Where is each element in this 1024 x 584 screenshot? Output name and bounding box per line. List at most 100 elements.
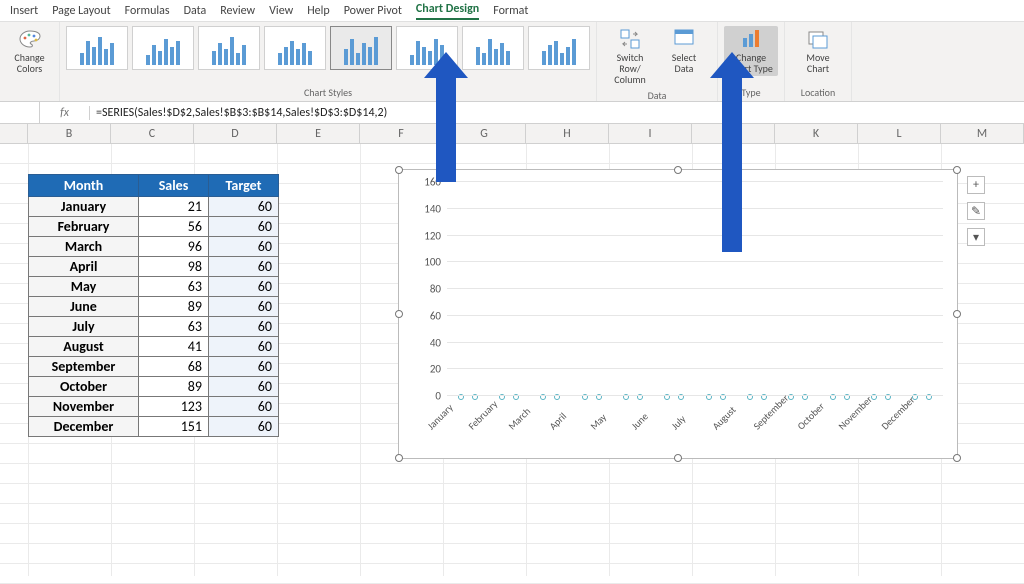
menu-tab-view[interactable]: View xyxy=(269,4,293,18)
target-cell[interactable]: 60 xyxy=(209,317,279,337)
menu-bar: Insert Page Layout Formulas Data Review View H… xyxy=(0,0,1024,22)
target-cell[interactable]: 60 xyxy=(209,237,279,257)
table-row: November12360 xyxy=(29,397,279,417)
select-data-icon xyxy=(673,28,695,50)
table-row: April9860 xyxy=(29,257,279,277)
chart-object[interactable]: 020406080100120140160 JanuaryFebruaryMar… xyxy=(398,169,958,459)
target-cell[interactable]: 60 xyxy=(209,217,279,237)
month-cell[interactable]: March xyxy=(29,237,139,257)
menu-tab-page-layout[interactable]: Page Layout xyxy=(52,4,110,18)
target-cell[interactable]: 60 xyxy=(209,377,279,397)
column-header[interactable]: G xyxy=(443,124,526,143)
month-cell[interactable]: June xyxy=(29,297,139,317)
month-cell[interactable]: September xyxy=(29,357,139,377)
chart-style-thumb[interactable] xyxy=(132,26,194,70)
column-header[interactable]: H xyxy=(526,124,609,143)
column-header[interactable]: J xyxy=(692,124,775,143)
target-cell[interactable]: 60 xyxy=(209,297,279,317)
table-row: September6860 xyxy=(29,357,279,377)
table-row: March9660 xyxy=(29,237,279,257)
type-group-label: Type xyxy=(741,86,760,99)
target-cell[interactable]: 60 xyxy=(209,337,279,357)
change-colors-button[interactable]: Change Colors xyxy=(3,26,57,76)
formula-input[interactable]: =SERIES(Sales!$D$2,Sales!$B$3:$B$14,Sale… xyxy=(90,106,1024,120)
location-group-label: Location xyxy=(801,86,835,99)
month-cell[interactable]: December xyxy=(29,417,139,437)
target-cell[interactable]: 60 xyxy=(209,277,279,297)
month-cell[interactable]: February xyxy=(29,217,139,237)
sales-cell[interactable]: 56 xyxy=(139,217,209,237)
formula-bar: fx =SERIES(Sales!$D$2,Sales!$B$3:$B$14,S… xyxy=(0,102,1024,124)
name-box[interactable] xyxy=(0,102,40,123)
menu-tab-chart-design[interactable]: Chart Design xyxy=(416,2,479,20)
month-cell[interactable]: August xyxy=(29,337,139,357)
chart-elements-button[interactable]: + xyxy=(967,176,985,194)
data-group-label: Data xyxy=(648,89,667,102)
target-cell[interactable]: 60 xyxy=(209,417,279,437)
sales-cell[interactable]: 151 xyxy=(139,417,209,437)
select-data-button[interactable]: Select Data xyxy=(657,26,711,87)
chart-y-axis: 020406080100120140160 xyxy=(413,182,443,396)
column-header[interactable]: F xyxy=(360,124,443,143)
chart-type-icon xyxy=(740,28,762,50)
move-chart-button[interactable]: Move Chart xyxy=(791,26,845,76)
chart-filters-button[interactable]: ▾ xyxy=(967,228,985,246)
menu-tab-help[interactable]: Help xyxy=(307,4,330,18)
table-row: August4160 xyxy=(29,337,279,357)
sales-cell[interactable]: 89 xyxy=(139,297,209,317)
table-header-cell: Sales xyxy=(139,175,209,197)
column-headers: BCDEFGHIJKLM xyxy=(0,124,1024,144)
target-cell[interactable]: 60 xyxy=(209,257,279,277)
sales-cell[interactable]: 123 xyxy=(139,397,209,417)
chart-style-thumb[interactable] xyxy=(396,26,458,70)
chart-style-thumb[interactable] xyxy=(462,26,524,70)
x-axis-label: December xyxy=(878,393,945,460)
month-cell[interactable]: October xyxy=(29,377,139,397)
sales-cell[interactable]: 96 xyxy=(139,237,209,257)
column-header[interactable]: K xyxy=(775,124,858,143)
target-cell[interactable]: 60 xyxy=(209,357,279,377)
menu-tab-format[interactable]: Format xyxy=(493,4,528,18)
chart-styles-gallery[interactable] xyxy=(66,26,590,70)
sales-cell[interactable]: 63 xyxy=(139,317,209,337)
column-header[interactable]: I xyxy=(609,124,692,143)
chart-x-axis: JanuaryFebruaryMarchAprilMayJuneJulyAugu… xyxy=(447,400,943,452)
menu-tab-power-pivot[interactable]: Power Pivot xyxy=(344,4,402,18)
month-cell[interactable]: January xyxy=(29,197,139,217)
table-row: June8960 xyxy=(29,297,279,317)
chart-style-thumb[interactable] xyxy=(66,26,128,70)
chart-plot-area xyxy=(447,182,943,396)
column-header[interactable]: E xyxy=(277,124,360,143)
change-chart-type-button[interactable]: Change Chart Type xyxy=(724,26,778,76)
chart-style-thumb[interactable] xyxy=(264,26,326,70)
fx-icon[interactable]: fx xyxy=(40,106,90,120)
worksheet[interactable]: MonthSalesTarget January2160February5660… xyxy=(0,144,1024,576)
column-header[interactable]: C xyxy=(111,124,194,143)
menu-tab-data[interactable]: Data xyxy=(184,4,207,18)
column-header[interactable]: M xyxy=(941,124,1024,143)
month-cell[interactable]: April xyxy=(29,257,139,277)
month-cell[interactable]: May xyxy=(29,277,139,297)
column-header[interactable]: D xyxy=(194,124,277,143)
sales-cell[interactable]: 21 xyxy=(139,197,209,217)
month-cell[interactable]: November xyxy=(29,397,139,417)
chart-style-thumb[interactable] xyxy=(330,26,392,70)
sales-cell[interactable]: 89 xyxy=(139,377,209,397)
sales-cell[interactable]: 41 xyxy=(139,337,209,357)
menu-tab-formulas[interactable]: Formulas xyxy=(125,4,170,18)
menu-tab-review[interactable]: Review xyxy=(220,4,255,18)
month-cell[interactable]: July xyxy=(29,317,139,337)
chart-styles-group-label: Chart Styles xyxy=(304,86,352,99)
sales-cell[interactable]: 98 xyxy=(139,257,209,277)
chart-style-thumb[interactable] xyxy=(528,26,590,70)
target-cell[interactable]: 60 xyxy=(209,397,279,417)
column-header[interactable]: L xyxy=(858,124,941,143)
sales-cell[interactable]: 68 xyxy=(139,357,209,377)
chart-style-thumb[interactable] xyxy=(198,26,260,70)
target-cell[interactable]: 60 xyxy=(209,197,279,217)
sales-cell[interactable]: 63 xyxy=(139,277,209,297)
switch-row-column-button[interactable]: Switch Row/ Column xyxy=(603,26,657,87)
column-header[interactable]: B xyxy=(28,124,111,143)
menu-tab-insert[interactable]: Insert xyxy=(10,4,38,18)
chart-styles-button[interactable]: ✎ xyxy=(967,202,985,220)
